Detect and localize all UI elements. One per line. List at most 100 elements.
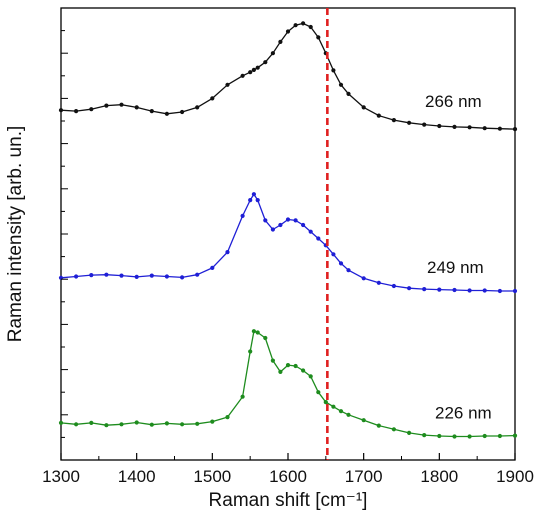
data-point [225, 415, 230, 420]
x-axis-ticks: 1300 1400 1500 1600 1700 1800 1900 [42, 453, 534, 486]
data-point [263, 335, 268, 341]
y-axis-title: Raman intensity [arb. un.] [5, 126, 26, 343]
series-label: 226 nm [435, 404, 492, 423]
data-point [195, 421, 200, 426]
data-point [512, 433, 518, 438]
x-tick-label: 1300 [42, 467, 80, 486]
data-point [497, 433, 502, 439]
data-point [134, 105, 139, 110]
data-point [467, 125, 472, 130]
data-point [407, 286, 412, 291]
x-tick-label: 1600 [269, 467, 307, 486]
data-point [134, 274, 139, 279]
data-point [248, 70, 253, 75]
data-point [195, 105, 200, 110]
data-point [119, 273, 124, 278]
data-point [361, 276, 366, 281]
data-point [308, 374, 313, 379]
data-point [391, 283, 396, 289]
data-point [251, 67, 256, 72]
data-point [270, 51, 275, 56]
data-point [255, 330, 260, 335]
data-point [195, 272, 200, 277]
data-point [225, 82, 230, 87]
data-point [331, 404, 336, 409]
data-point [361, 418, 366, 423]
data-point [119, 102, 124, 107]
data-point [278, 39, 283, 45]
x-axis-title: Raman shift [cm⁻¹] [209, 490, 368, 511]
data-point [58, 108, 64, 113]
data-point [316, 236, 321, 241]
data-point [338, 261, 344, 266]
data-point [240, 73, 245, 78]
x-tick-label: 1500 [193, 467, 231, 486]
series-1: 249 nm [58, 192, 518, 294]
data-point [270, 358, 275, 363]
data-point [376, 113, 381, 118]
data-point [482, 433, 487, 439]
data-point [346, 91, 351, 96]
data-point [149, 109, 154, 114]
data-point [240, 213, 245, 218]
data-point [210, 96, 215, 101]
data-point [255, 198, 260, 203]
data-point [316, 35, 321, 40]
data-point [407, 430, 412, 435]
data-point [119, 422, 124, 427]
data-point [346, 268, 351, 273]
data-point [210, 265, 215, 270]
data-point [301, 222, 306, 228]
data-point [240, 394, 245, 399]
data-point [452, 124, 457, 129]
data-point [422, 433, 427, 438]
data-point [225, 250, 230, 255]
data-point [331, 252, 336, 257]
data-point [278, 369, 283, 374]
data-point [407, 120, 412, 125]
data-point [437, 433, 442, 439]
data-point [376, 423, 381, 428]
data-point [338, 82, 344, 87]
data-point [74, 274, 79, 279]
data-point [248, 198, 253, 203]
x-tick-label: 1700 [345, 467, 383, 486]
data-point [361, 105, 366, 110]
data-point [285, 29, 291, 34]
x-tick-label: 1400 [118, 467, 156, 486]
data-point [74, 109, 79, 114]
data-point [323, 400, 328, 405]
data-point [263, 218, 268, 223]
data-point [422, 287, 427, 292]
data-point [512, 288, 518, 294]
data-point [89, 273, 94, 278]
data-point [308, 24, 313, 30]
y-axis-ticks [61, 30, 68, 438]
data-point [293, 23, 298, 28]
data-point [104, 423, 109, 428]
data-point [104, 103, 109, 108]
data-point [482, 288, 487, 293]
data-point [210, 419, 215, 424]
data-point [263, 60, 268, 65]
data-point [452, 287, 457, 293]
data-point [248, 349, 253, 354]
data-point [293, 363, 298, 369]
data-point [437, 287, 442, 292]
data-point [164, 111, 169, 116]
data-point [251, 329, 256, 334]
data-point [301, 368, 306, 373]
data-point [149, 273, 154, 278]
data-point [164, 421, 169, 426]
data-point [482, 126, 487, 131]
data-point [58, 420, 64, 425]
data-point [467, 288, 472, 293]
data-point [104, 272, 109, 277]
data-point [467, 434, 472, 439]
data-point [89, 420, 94, 425]
data-point [497, 288, 502, 294]
data-point [308, 229, 313, 234]
series-2: 226 nm [58, 329, 518, 439]
